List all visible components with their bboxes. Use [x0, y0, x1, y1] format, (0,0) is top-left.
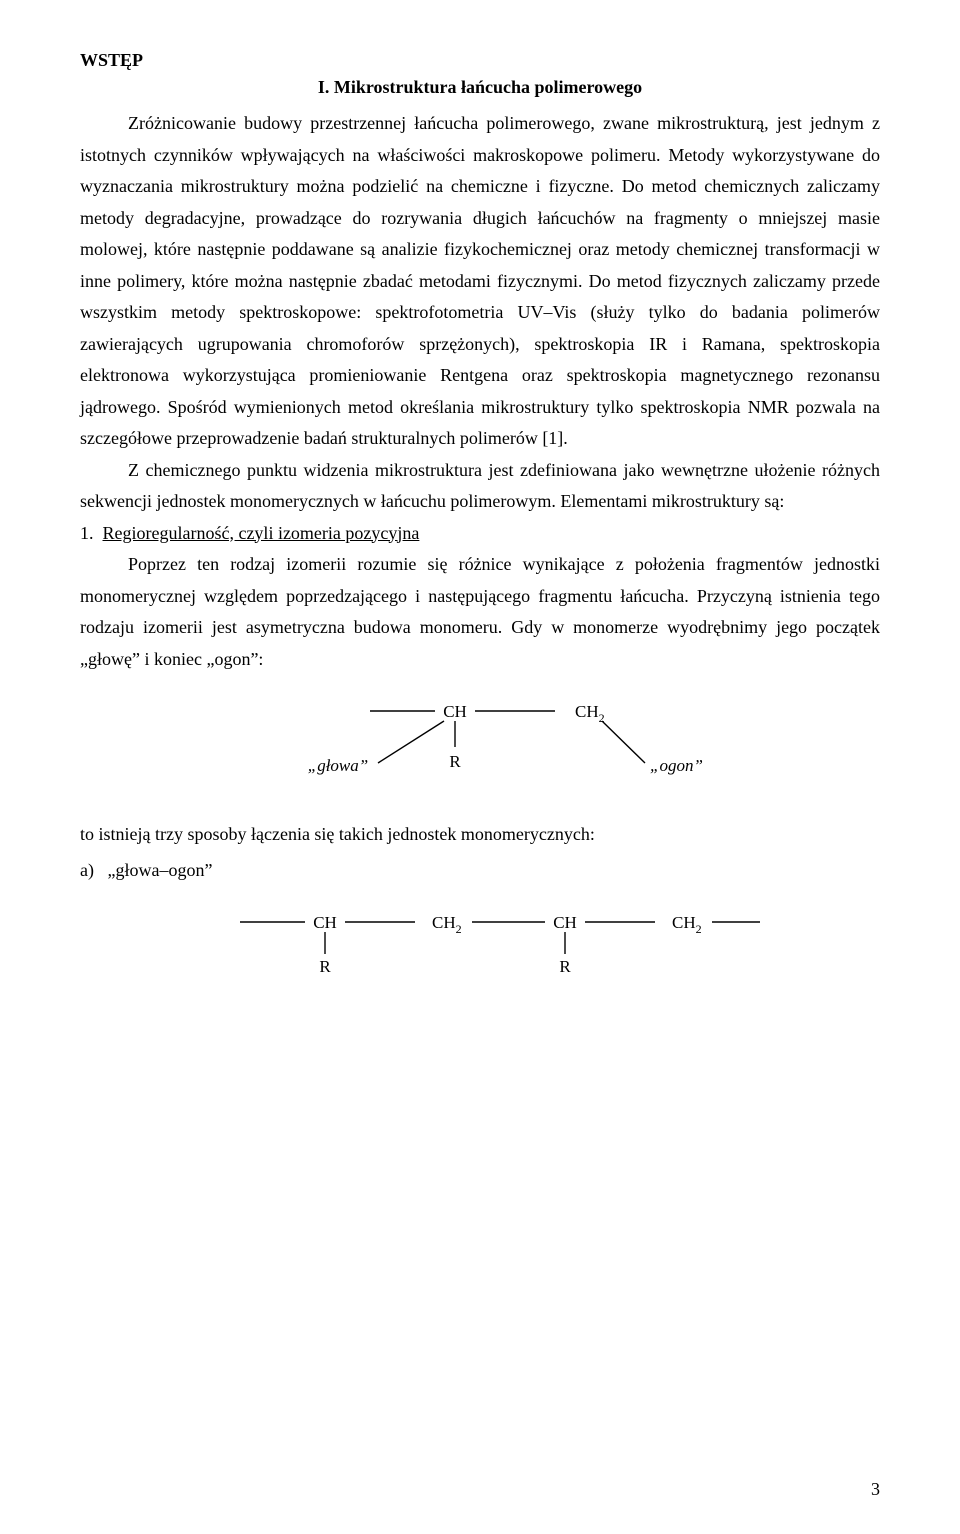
paragraph-3: Poprzez ten rodzaj izomerii rozumie się …: [80, 549, 880, 675]
ch-label: CH: [443, 702, 467, 721]
paragraph-2: Z chemicznego punktu widzenia mikrostruk…: [80, 455, 880, 518]
list-number: 1.: [80, 523, 94, 543]
paragraph-3-text: Poprzez ten rodzaj izomerii rozumie się …: [80, 554, 880, 669]
r-label: R: [449, 752, 461, 771]
d2-ch-1: CH: [313, 913, 337, 932]
option-a: a) „głowa–ogon”: [80, 855, 880, 887]
option-a-label: a): [80, 860, 94, 880]
glowa-label: „głowa”: [308, 756, 368, 775]
d2-r-2: R: [559, 957, 571, 976]
paragraph-4-text: to istnieją trzy sposoby łączenia się ta…: [80, 824, 595, 844]
diagram-head-tail: CH CH2 R CH CH2 R: [80, 900, 880, 980]
d2-ch2-2: CH2: [672, 913, 702, 936]
ch2-label: CH2: [575, 702, 605, 725]
d2-r-1: R: [319, 957, 331, 976]
d2-ch-2: CH: [553, 913, 577, 932]
paragraph-1: Zróżnicowanie budowy przestrzennej łańcu…: [80, 108, 880, 455]
paragraph-1-text: Zróżnicowanie budowy przestrzennej łańcu…: [80, 113, 880, 448]
option-a-text: „głowa–ogon”: [107, 860, 212, 880]
diagram-monomer: CH CH2 R „głowa” „ogon”: [80, 689, 880, 809]
ogon-label: „ogon”: [650, 756, 703, 775]
paragraph-4: to istnieją trzy sposoby łączenia się ta…: [80, 819, 880, 851]
section-heading: I. Mikrostruktura łańcucha polimerowego: [80, 77, 880, 98]
list-item-1: 1. Regioregularność, czyli izomeria pozy…: [80, 518, 880, 550]
d2-ch2-1: CH2: [432, 913, 462, 936]
page-title: WSTĘP: [80, 50, 880, 71]
page-number: 3: [871, 1479, 880, 1500]
list-item-1-text: Regioregularność, czyli izomeria pozycyj…: [103, 523, 420, 543]
paragraph-2-text: Z chemicznego punktu widzenia mikrostruk…: [80, 460, 880, 512]
